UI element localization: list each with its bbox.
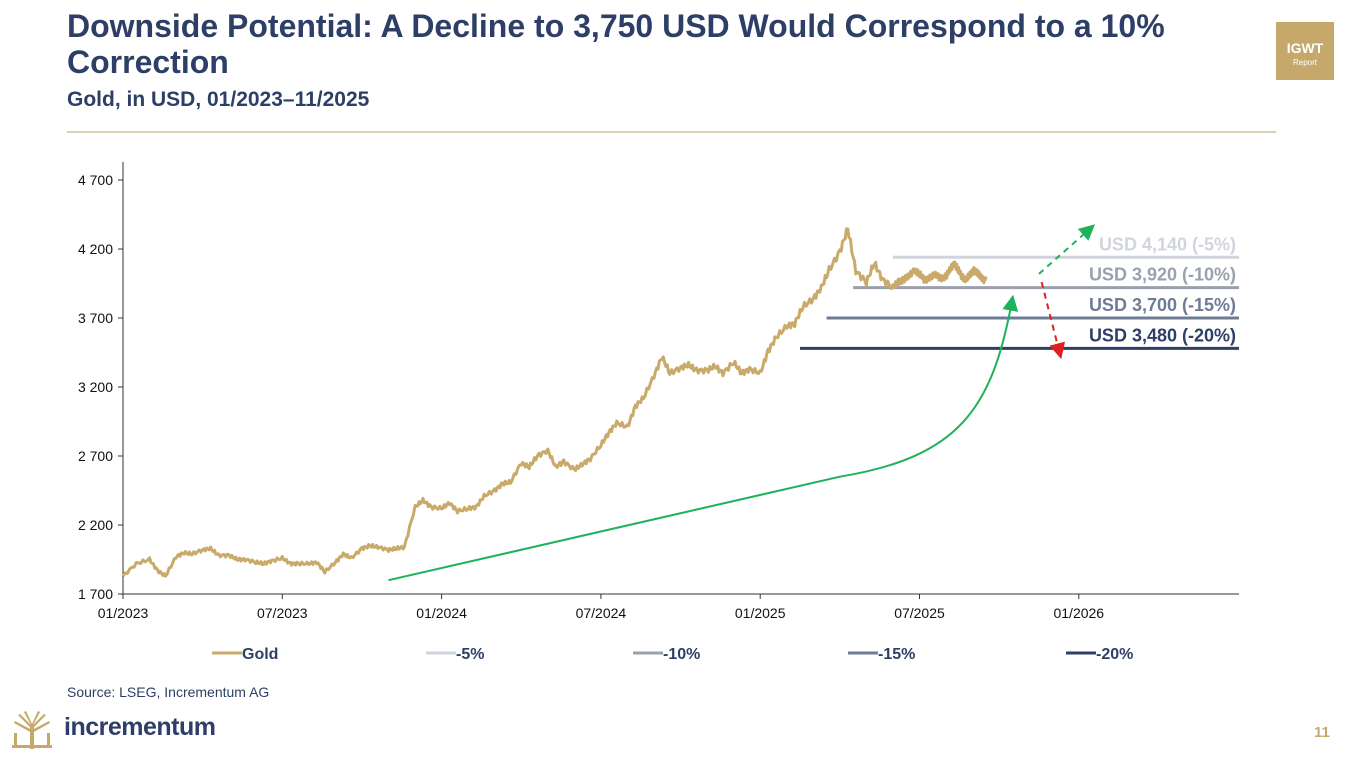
x-tick-label: 07/2024 [576, 605, 627, 621]
y-tick-label: 2 200 [78, 517, 113, 533]
igwt-report-badge: IGWT Report [1276, 22, 1334, 80]
legend-label: -20% [1096, 646, 1133, 663]
level-label: USD 3,480 (-20%) [1089, 325, 1236, 345]
y-tick-label: 2 700 [78, 448, 113, 464]
x-tick-label: 01/2023 [98, 605, 149, 621]
x-tick-label: 07/2023 [257, 605, 308, 621]
level-label: USD 4,140 (-5%) [1099, 234, 1236, 254]
page-title: Downside Potential: A Decline to 3,750 U… [67, 8, 1165, 80]
y-tick-label: 3 200 [78, 379, 113, 395]
legend-label: -10% [663, 646, 700, 663]
legend-label: -5% [456, 646, 484, 663]
chart-subtitle: Gold, in USD, 01/2023–11/2025 [67, 88, 370, 111]
upside-dashed-arrow [1038, 224, 1096, 275]
legend-label: Gold [242, 646, 278, 663]
y-tick-label: 3 700 [78, 310, 113, 326]
badge-subtitle: Report [1292, 58, 1317, 67]
badge-title: IGWT [1286, 40, 1324, 56]
page-number: 11 [1314, 724, 1330, 741]
y-tick-label: 1 700 [78, 586, 113, 602]
x-tick-label: 07/2025 [894, 605, 945, 621]
y-tick-label: 4 200 [78, 241, 113, 257]
x-tick-label: 01/2025 [735, 605, 786, 621]
x-tick-label: 01/2026 [1053, 605, 1104, 621]
downside-dashed-arrow [1040, 281, 1066, 360]
trend-arrow [388, 294, 1019, 582]
source-note: Source: LSEG, Incrementum AG [67, 684, 270, 700]
y-tick-label: 4 700 [78, 172, 113, 188]
level-label: USD 3,700 (-15%) [1089, 295, 1236, 315]
header-divider [67, 131, 1276, 133]
incrementum-tree-icon [12, 711, 52, 749]
level-label: USD 3,920 (-10%) [1089, 265, 1236, 285]
gold-price-chart: 1 700 2 200 2 700 3 200 3 700 4 200 4 700 01/20… [78, 162, 1239, 663]
gold-price-line [121, 227, 988, 578]
x-tick-label: 01/2024 [416, 605, 467, 621]
legend-label: -15% [878, 646, 915, 663]
brand-logo-text: incrementum [64, 713, 216, 741]
